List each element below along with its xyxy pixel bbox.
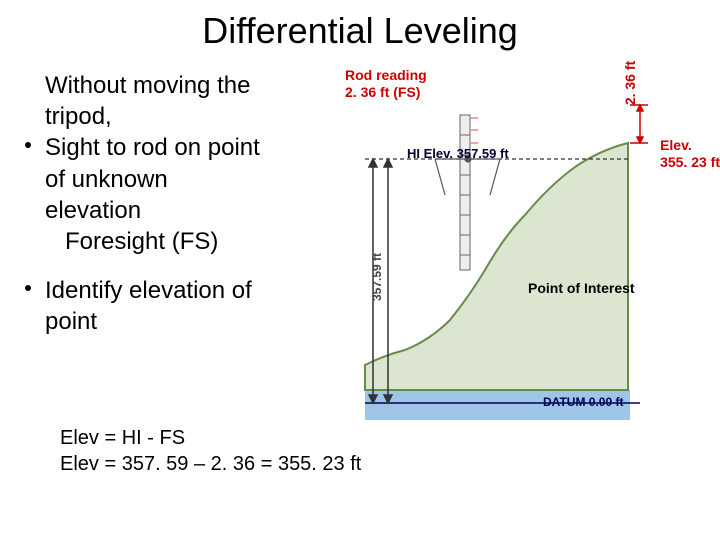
rod-reading-line-1: Rod reading [345,67,427,84]
intro-line-2: tripod, [25,101,335,132]
elevation-line-1: Elev. [660,137,720,154]
bullet-1: Sight to rod on point [25,132,335,163]
rod-reading-line-2: 2. 36 ft (FS) [345,84,427,101]
intro-line-1: Without moving the [25,70,335,101]
fs-rotated-label: 2. 36 ft [622,61,638,105]
formula-1: Elev = HI - FS [60,425,361,451]
rod-top-ticks [471,118,478,143]
foresight-line: Foresight (FS) [25,226,335,257]
terrain-path [365,143,628,390]
hi-elevation-label: HI Elev. 357.59 ft [407,146,509,161]
page-title: Differential Leveling [0,10,720,52]
point-of-interest-label: Point of Interest [528,280,635,296]
datum-label: DATUM 0.00 ft [543,395,623,409]
elevation-label: Elev. 355. 23 ft [660,137,720,171]
diagram-svg [340,55,720,445]
bullet-1-line-c: elevation [25,195,335,226]
bullet-dot-icon [25,142,31,148]
vertical-axis-label: 357.59 ft [370,253,384,301]
formula-2: Elev = 357. 59 – 2. 36 = 355. 23 ft [60,451,361,477]
bullet-2: Identify elevation of [25,275,335,306]
fs-bracket [630,105,648,143]
elevation-line-2: 355. 23 ft [660,154,720,171]
formula-block: Elev = HI - FS Elev = 357. 59 – 2. 36 = … [60,425,361,477]
bullet-1-line-b: of unknown [25,164,335,195]
leveling-rod [460,115,470,270]
bullet-1-line-a: Sight to rod on point [45,134,260,161]
bullet-2-line-b: point [25,306,335,337]
bullet-2-line-a: Identify elevation of [45,277,252,304]
leveling-diagram: Rod reading 2. 36 ft (FS) 2. 36 ft Elev.… [340,55,720,445]
main-text: Without moving the tripod, Sight to rod … [25,70,335,338]
rod-reading-label: Rod reading 2. 36 ft (FS) [345,67,427,101]
bullet-dot-icon [25,285,31,291]
